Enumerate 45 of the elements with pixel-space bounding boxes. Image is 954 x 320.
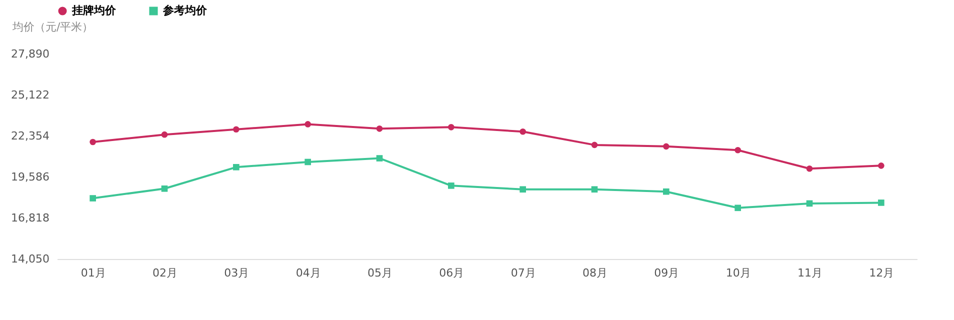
- x-tick-label: 08月: [582, 266, 608, 280]
- point: [591, 142, 598, 148]
- y-tick-label: 22,354: [11, 130, 50, 142]
- x-tick-label: 05月: [368, 266, 392, 280]
- x-tick-label: 09月: [654, 266, 680, 280]
- point: [806, 200, 813, 207]
- y-tick-label: 27,890: [11, 48, 50, 60]
- x-tick-label: 01月: [80, 266, 106, 280]
- legend-label: 挂牌均价: [71, 4, 117, 17]
- y-tick-label: 19,586: [11, 170, 50, 184]
- legend-label: 参考均价: [162, 4, 208, 17]
- point: [233, 164, 240, 170]
- x-tick-label: 10月: [726, 266, 751, 280]
- point: [734, 146, 741, 154]
- y-tick-label: 14,050: [11, 252, 50, 266]
- point: [304, 121, 311, 128]
- point: [448, 182, 454, 189]
- point: [90, 138, 96, 146]
- x-tick-label: 03月: [224, 266, 250, 280]
- point: [233, 126, 240, 133]
- x-tick-label: 07月: [510, 266, 536, 280]
- point: [304, 158, 311, 166]
- x-tick-label: 11月: [798, 266, 822, 280]
- point: [376, 155, 383, 162]
- point: [520, 128, 526, 135]
- point: [376, 125, 383, 132]
- x-tick-label: 04月: [296, 266, 321, 280]
- y-tick-label: 16,818: [11, 212, 50, 224]
- point: [591, 186, 598, 193]
- point: [161, 185, 168, 192]
- point: [520, 186, 526, 193]
- point: [161, 131, 168, 138]
- point: [878, 162, 884, 169]
- point: [663, 143, 670, 150]
- point: [663, 188, 670, 195]
- x-tick-label: 02月: [152, 266, 178, 280]
- x-tick-label: 12月: [869, 266, 894, 280]
- point: [734, 204, 741, 212]
- point: [806, 165, 813, 172]
- y-tick-label: 25,122: [11, 88, 50, 102]
- point: [448, 124, 454, 130]
- y-axis-title: 均价（元/平米）: [12, 20, 94, 34]
- point: [878, 200, 884, 206]
- x-tick-label: 06月: [439, 266, 464, 280]
- point: [90, 195, 96, 202]
